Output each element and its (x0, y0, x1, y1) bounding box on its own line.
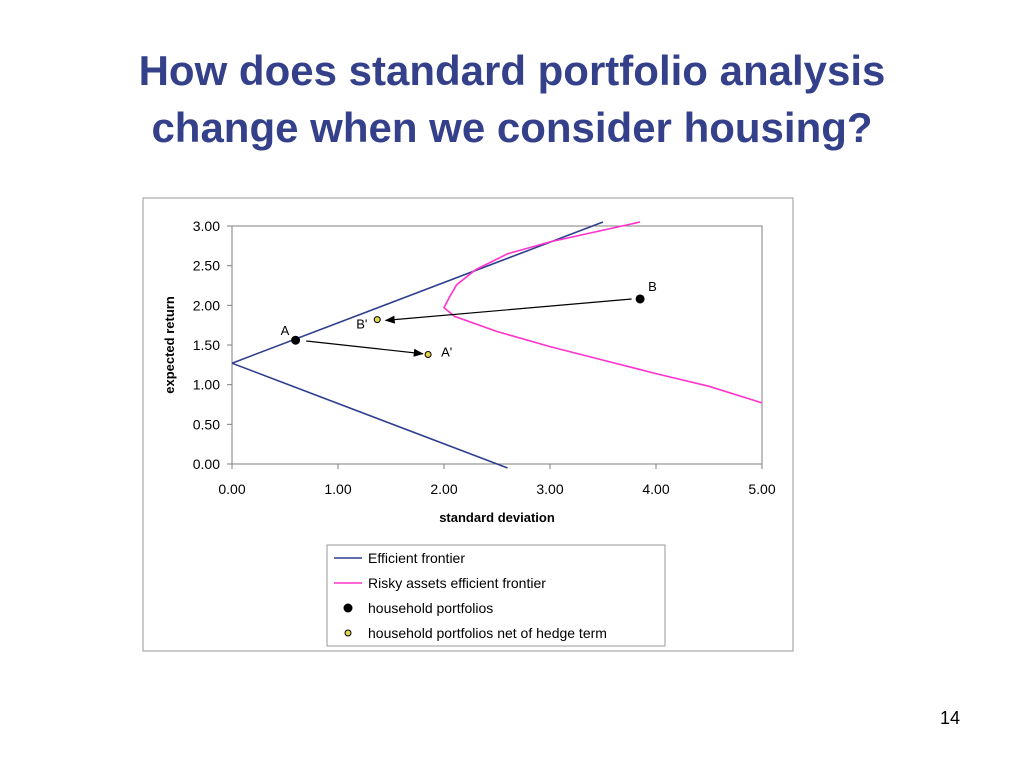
arrow (384, 298, 632, 324)
slide-title: How does standard portfolio analysis cha… (0, 42, 1024, 156)
y-tick-label: 3.00 (193, 218, 220, 234)
legend: Efficient frontier Risky assets efficient… (326, 544, 666, 647)
legend-swatch-household-portfolios (343, 603, 353, 613)
y-tick-label: 0.50 (193, 416, 220, 432)
y-tick-label: 1.00 (193, 377, 220, 393)
legend-box (326, 544, 666, 647)
point-label: A' (441, 345, 452, 360)
point-a (291, 335, 301, 345)
x-tick-label: 2.00 (430, 481, 457, 497)
point-label: B (648, 279, 657, 294)
efficient-frontier-line (232, 362, 508, 469)
y-tick-label: 2.50 (193, 258, 220, 274)
y-tick-label: 2.00 (193, 297, 220, 313)
legend-swatch-household-portfolios-net-of-hedge-term (344, 629, 352, 637)
x-tick-label: 4.00 (642, 481, 669, 497)
legend-label: household portfolios net of hedge term (368, 625, 607, 641)
legend-label: Risky assets efficient frontier (368, 575, 546, 591)
arrow (306, 340, 424, 357)
legend-label: household portfolios (368, 600, 493, 616)
legend-label: Efficient frontier (368, 550, 465, 566)
plot-area (231, 225, 763, 465)
x-tick-label: 0.00 (218, 481, 245, 497)
slide-title-line-2: change when we consider housing? (151, 104, 873, 151)
y-tick-label: 0.00 (193, 456, 220, 472)
y-axis-label: expected return (162, 296, 177, 394)
point-b-prime (373, 316, 381, 324)
y-tick-label: 1.50 (193, 337, 220, 353)
point-label: B' (356, 317, 367, 332)
x-axis-label: standard deviation (439, 510, 555, 525)
point-a-prime (424, 351, 432, 359)
x-tick-label: 3.00 (536, 481, 563, 497)
x-tick-label: 5.00 (748, 481, 775, 497)
risky-assets-efficient-frontier-line (442, 221, 763, 404)
point-b (635, 294, 645, 304)
point-label: A (281, 323, 290, 338)
x-tick-label: 1.00 (324, 481, 351, 497)
page-number: 14 (939, 708, 960, 728)
slide-title-line-1: How does standard portfolio analysis (138, 47, 886, 94)
